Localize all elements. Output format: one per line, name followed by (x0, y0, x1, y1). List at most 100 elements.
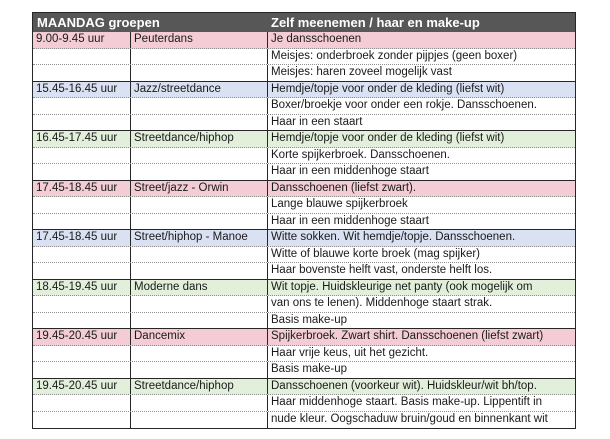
item-cell: Basis make-up (271, 313, 348, 326)
time-cell (33, 213, 131, 229)
time-cell (33, 411, 131, 428)
time-cell: 15.45-16.45 uur (33, 81, 131, 97)
time-cell (33, 362, 131, 378)
item-cell: nude kleur. Oogschaduw bruin/goud en bin… (271, 412, 548, 425)
group-cell (131, 114, 268, 130)
header-zelf-meenemen: Zelf meenemen / haar en make-up (271, 15, 480, 30)
time-cell: 18.45-19.45 uur (33, 279, 131, 295)
table-row: Haar bovenste helft vast, onderste helft… (33, 263, 575, 280)
table-row: Basis make-up (33, 312, 575, 329)
item-cell: Haar in een middenhoge staart (271, 214, 429, 227)
table-row: 16.45-17.45 uur Streetdance/hiphop Hemdje/… (33, 131, 575, 148)
group-cell (131, 411, 268, 428)
time-cell: 19.45-20.45 uur (33, 378, 131, 394)
item-cell: Witte sokken. Wit hemdje/topje. Dansscho… (271, 231, 516, 243)
table-row: nude kleur. Oogschaduw bruin/goud en bin… (33, 411, 575, 428)
table-row: 9.00-9.45 uur Peuterdans Je dansschoenen (33, 32, 575, 49)
item-cell: Meisjes: haren zoveel mogelijk vast (271, 66, 452, 78)
item-cell: Haar bovenste helft vast, onderste helft… (271, 264, 493, 276)
schedule-table: MAANDAG groepen Zelf meenemen / haar en … (32, 12, 576, 429)
group-cell (131, 197, 268, 213)
table-row: Haar vrije keus, uit het gezicht. (33, 345, 575, 362)
table-row: 19.45-20.45 uur Streetdance/hiphop Danssch… (33, 378, 575, 395)
time-cell (33, 48, 131, 64)
group-cell: Streetdance/hiphop (131, 131, 268, 147)
time-cell (33, 296, 131, 312)
table-row: 15.45-16.45 uur Jazz/streetdance Hemdje/to… (33, 81, 575, 98)
item-cell: van ons te lenen). Middenhoge staart str… (271, 297, 493, 309)
item-cell: Hemdje/topje voor onder de kleding (lief… (271, 82, 505, 95)
group-cell: Street/jazz - Orwin (131, 180, 268, 196)
item-cell: Meisjes: onderbroek zonder pijpjes (geen… (271, 49, 518, 62)
group-cell: Moderne dans (131, 279, 268, 295)
time-cell (33, 147, 131, 163)
group-cell (131, 164, 268, 180)
item-cell: Dansschoenen (voorkeur wit). Huidskleur/… (271, 379, 537, 392)
table-row: Haar middenhoge staart. Basis make-up. L… (33, 395, 575, 412)
item-cell: Haar middenhoge staart. Basis make-up. L… (271, 396, 543, 408)
table-row: Meisjes: haren zoveel mogelijk vast (33, 65, 575, 82)
time-cell (33, 164, 131, 180)
table-header-row: MAANDAG groepen Zelf meenemen / haar en … (33, 13, 575, 32)
time-cell: 19.45-20.45 uur (33, 329, 131, 345)
group-cell (131, 65, 268, 81)
group-cell (131, 246, 268, 262)
item-cell: Je dansschoenen (271, 33, 362, 45)
item-cell: Lange blauwe spijkerbroek (271, 198, 408, 210)
table-row: van ons te lenen). Middenhoge staart str… (33, 296, 575, 313)
item-cell: Boxer/broekje voor onder een rokje. Dans… (271, 99, 537, 111)
time-cell: 17.45-18.45 uur (33, 230, 131, 246)
group-cell (131, 395, 268, 411)
table-row: Meisjes: onderbroek zonder pijpjes (geen… (33, 48, 575, 65)
time-cell (33, 312, 131, 328)
group-cell: Street/hiphop - Manoe (131, 230, 268, 246)
item-cell: Wit topje. Huidskleurige net panty (ook … (271, 280, 533, 293)
item-cell: Korte spijkerbroek. Dansschoenen. (271, 148, 450, 161)
group-cell (131, 263, 268, 279)
time-cell (33, 345, 131, 361)
time-cell (33, 65, 131, 81)
time-cell (33, 114, 131, 130)
item-cell: Basis make-up (271, 363, 348, 375)
table-row: 17.45-18.45 uur Street/jazz - Orwin Danssc… (33, 180, 575, 197)
schedule-rows: 9.00-9.45 uur Peuterdans Je dansschoenen Me… (33, 32, 575, 428)
group-cell: Jazz/streetdance (131, 81, 268, 97)
item-cell: Dansschoenen (liefst zwart). (271, 181, 417, 194)
table-row: Korte spijkerbroek. Dansschoenen. (33, 147, 575, 164)
group-cell (131, 98, 268, 114)
group-cell (131, 48, 268, 64)
group-cell (131, 362, 268, 378)
time-cell (33, 197, 131, 213)
group-cell: Peuterdans (131, 32, 268, 48)
table-row: Lange blauwe spijkerbroek (33, 197, 575, 214)
time-cell (33, 98, 131, 114)
table-row: 19.45-20.45 uur Dancemix Spijkerbroek. Zwa… (33, 329, 575, 346)
table-row: 18.45-19.45 uur Moderne dans Wit topje. Hu… (33, 279, 575, 296)
table-row: Haar in een staart (33, 114, 575, 131)
time-cell: 17.45-18.45 uur (33, 180, 131, 196)
item-cell: Witte of blauwe korte broek (mag spijker… (271, 247, 480, 260)
time-cell (33, 263, 131, 279)
group-cell: Streetdance/hiphop (131, 378, 268, 394)
table-row: Haar in een middenhoge staart (33, 213, 575, 230)
item-cell: Haar vrije keus, uit het gezicht. (271, 346, 429, 359)
item-cell: Spijkerbroek. Zwart shirt. Dansschoenen … (271, 330, 544, 342)
table-row: 17.45-18.45 uur Street/hiphop - Manoe Witt… (33, 230, 575, 247)
group-cell: Dancemix (131, 329, 268, 345)
time-cell: 9.00-9.45 uur (33, 32, 131, 48)
table-row: Haar in een middenhoge staart (33, 164, 575, 181)
group-cell (131, 147, 268, 163)
item-cell: Haar in een staart (271, 115, 363, 128)
group-cell (131, 345, 268, 361)
group-cell (131, 213, 268, 229)
table-row: Boxer/broekje voor onder een rokje. Dans… (33, 98, 575, 115)
header-maandag-groepen: MAANDAG groepen (37, 15, 160, 30)
item-cell: Haar in een middenhoge staart (271, 165, 429, 177)
item-cell: Hemdje/topje voor onder de kleding (lief… (271, 132, 505, 144)
time-cell (33, 246, 131, 262)
group-cell (131, 312, 268, 328)
table-row: Witte of blauwe korte broek (mag spijker… (33, 246, 575, 263)
table-row: Basis make-up (33, 362, 575, 379)
time-cell (33, 395, 131, 411)
